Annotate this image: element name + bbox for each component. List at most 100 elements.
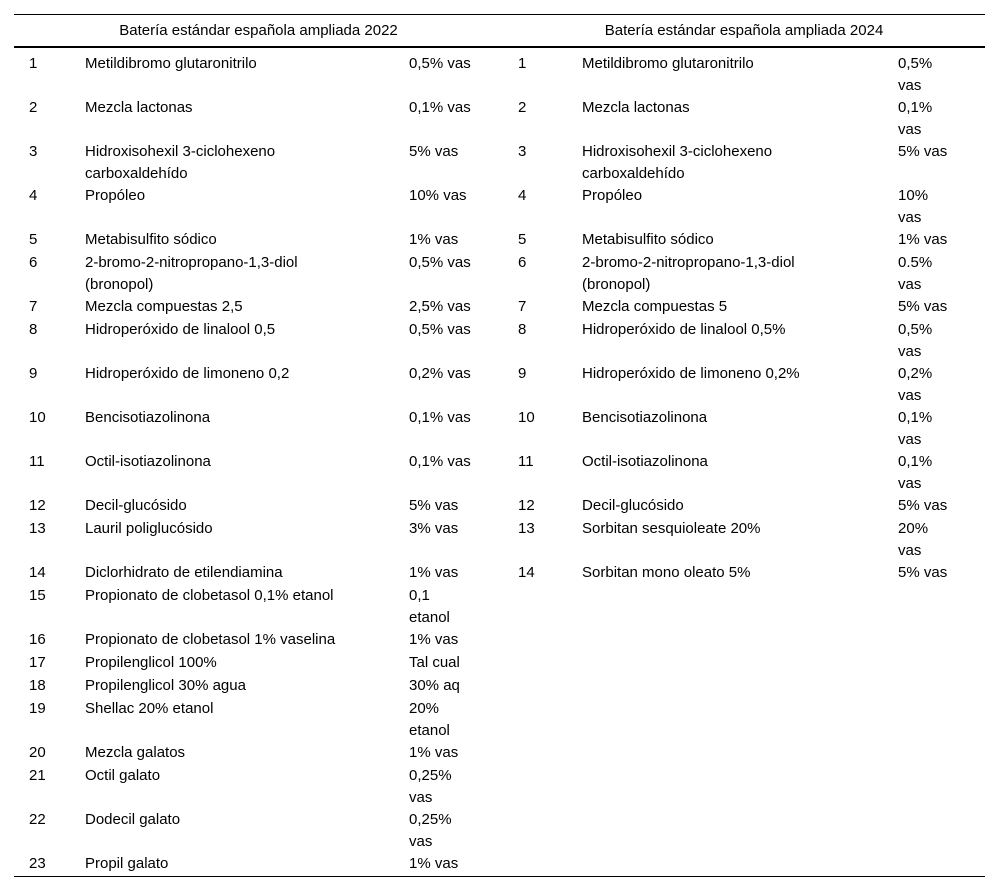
table-row: 7 Mezcla compuestas 2,5 2,5% vas 7 Mezcl… — [14, 296, 985, 319]
table-row: 9 Hidroperóxido de limoneno 0,2 0,2% vas… — [14, 363, 985, 407]
left-row-number: 11 — [29, 453, 45, 470]
right-substance-name: Sorbitan mono oleato 5% — [582, 564, 751, 581]
left-concentration: 0,25% vas — [409, 811, 452, 850]
left-row-number: 17 — [29, 654, 46, 671]
right-substance-name: Mezcla compuestas 5 — [582, 298, 728, 315]
left-row-number: 4 — [29, 187, 38, 204]
right-row-number: 3 — [518, 143, 527, 160]
right-concentration: 5% vas — [898, 564, 948, 581]
right-row-number: 5 — [518, 231, 527, 248]
left-row-number: 16 — [29, 631, 46, 648]
left-row-number: 7 — [29, 298, 38, 315]
table-row: 21 Octil galato 0,25% vas — [14, 765, 985, 809]
left-concentration: 1% vas — [409, 564, 459, 581]
table-row: 17 Propilenglicol 100% Tal cual — [14, 652, 985, 675]
comparison-table-wrapper: Batería estándar española ampliada 2022 … — [14, 14, 986, 877]
left-substance-name: Metabisulfito sódico — [85, 231, 217, 248]
left-concentration: 3% vas — [409, 520, 459, 537]
left-row-number: 12 — [29, 497, 46, 514]
left-concentration: 0,25% vas — [409, 767, 452, 806]
table-row: 19 Shellac 20% etanol 20% etanol — [14, 698, 985, 742]
right-row-number — [503, 652, 567, 675]
right-table-title: Batería estándar española ampliada 2024 — [503, 14, 986, 48]
left-substance-name: Propionato de clobetasol 0,1% etanol — [85, 587, 334, 604]
right-concentration — [883, 809, 985, 853]
right-row-number: 2 — [518, 99, 527, 116]
right-row-number: 12 — [518, 497, 535, 514]
left-substance-name: Metildibromo glutaronitrilo — [85, 55, 257, 72]
right-concentration — [883, 585, 985, 629]
left-row-number: 19 — [29, 700, 46, 717]
table-row: 12 Decil-glucósido 5% vas 12 Decil-glucó… — [14, 495, 985, 518]
left-concentration: 30% aq — [409, 677, 460, 694]
left-substance-name: Mezcla compuestas 2,5 — [85, 298, 243, 315]
left-substance-name: Shellac 20% etanol — [85, 700, 214, 717]
left-row-number: 8 — [29, 321, 38, 338]
left-concentration: 0,2% vas — [409, 365, 471, 382]
left-substance-name: Dodecil galato — [85, 811, 181, 828]
left-concentration: 0,1% vas — [409, 99, 471, 116]
left-concentration: 2,5% vas — [409, 298, 471, 315]
table-row: 16 Propionato de clobetasol 1% vaselina … — [14, 629, 985, 652]
right-concentration: 0,1% vas — [898, 99, 933, 138]
left-substance-name: Propilenglicol 100% — [85, 654, 217, 671]
table-row: 15 Propionato de clobetasol 0,1% etanol … — [14, 585, 985, 629]
left-concentration: 0,5% vas — [409, 254, 471, 271]
right-substance-name — [567, 585, 883, 629]
right-substance-name: Metabisulfito sódico — [582, 231, 714, 248]
right-substance-name: Decil-glucósido — [582, 497, 684, 514]
battery-comparison-table: Batería estándar española ampliada 2022 … — [14, 14, 986, 877]
right-substance-name: Propóleo — [582, 187, 643, 204]
right-concentration: 10% vas — [898, 187, 929, 226]
right-row-number — [503, 742, 567, 765]
right-row-number: 13 — [518, 520, 535, 537]
right-row-number — [503, 675, 567, 698]
left-row-number: 18 — [29, 677, 46, 694]
table-row: 3 Hidroxisohexil 3-ciclohexeno carboxald… — [14, 141, 985, 185]
right-substance-name — [567, 765, 883, 809]
left-substance-name: Octil-isotiazolinona — [85, 453, 211, 470]
left-row-number: 13 — [29, 520, 46, 537]
left-substance-name: Hidroxisohexil 3-ciclohexeno carboxaldeh… — [85, 143, 276, 182]
left-row-number: 10 — [29, 409, 46, 426]
table-row: 11 Octil-isotiazolinona 0,1% vas 11 Octi… — [14, 451, 985, 495]
right-row-number: 11 — [518, 453, 534, 470]
table-row: 20 Mezcla galatos 1% vas — [14, 742, 985, 765]
left-substance-name: Propil galato — [85, 855, 169, 872]
left-row-number: 1 — [29, 55, 38, 72]
right-concentration — [883, 853, 985, 876]
left-row-number: 2 — [29, 99, 38, 116]
right-row-number — [503, 809, 567, 853]
left-concentration: 0,1% vas — [409, 453, 471, 470]
right-row-number: 7 — [518, 298, 527, 315]
left-concentration: 10% vas — [409, 187, 467, 204]
left-concentration: 5% vas — [409, 143, 459, 160]
right-concentration: 0,1% vas — [898, 453, 933, 492]
left-row-number: 9 — [29, 365, 38, 382]
right-concentration — [883, 765, 985, 809]
left-row-number: 23 — [29, 855, 46, 872]
right-concentration: 0,2% vas — [898, 365, 933, 404]
right-substance-name: Hidroxisohexil 3-ciclohexeno carboxaldeh… — [582, 143, 773, 182]
right-concentration: 5% vas — [898, 143, 948, 160]
table-row: 13 Lauril poliglucósido 3% vas 13 Sorbit… — [14, 518, 985, 562]
right-concentration: 0,5% vas — [898, 321, 933, 360]
right-substance-name: Metildibromo glutaronitrilo — [582, 55, 754, 72]
right-substance-name — [567, 675, 883, 698]
left-concentration: 1% vas — [409, 631, 459, 648]
left-concentration: 1% vas — [409, 744, 459, 761]
right-substance-name: Hidroperóxido de limoneno 0,2% — [582, 365, 800, 382]
left-concentration: Tal cual — [409, 654, 460, 671]
left-concentration: 1% vas — [409, 855, 459, 872]
right-substance-name: Bencisotiazolinona — [582, 409, 708, 426]
left-concentration: 5% vas — [409, 497, 459, 514]
table-row: 8 Hidroperóxido de linalool 0,5 0,5% vas… — [14, 319, 985, 363]
right-substance-name — [567, 809, 883, 853]
left-substance-name: Bencisotiazolinona — [85, 409, 211, 426]
table-row: 1 Metildibromo glutaronitrilo 0,5% vas 1… — [14, 47, 985, 97]
right-row-number — [503, 585, 567, 629]
right-substance-name — [567, 652, 883, 675]
right-row-number: 1 — [518, 55, 527, 72]
left-substance-name: Diclorhidrato de etilendiamina — [85, 564, 283, 581]
